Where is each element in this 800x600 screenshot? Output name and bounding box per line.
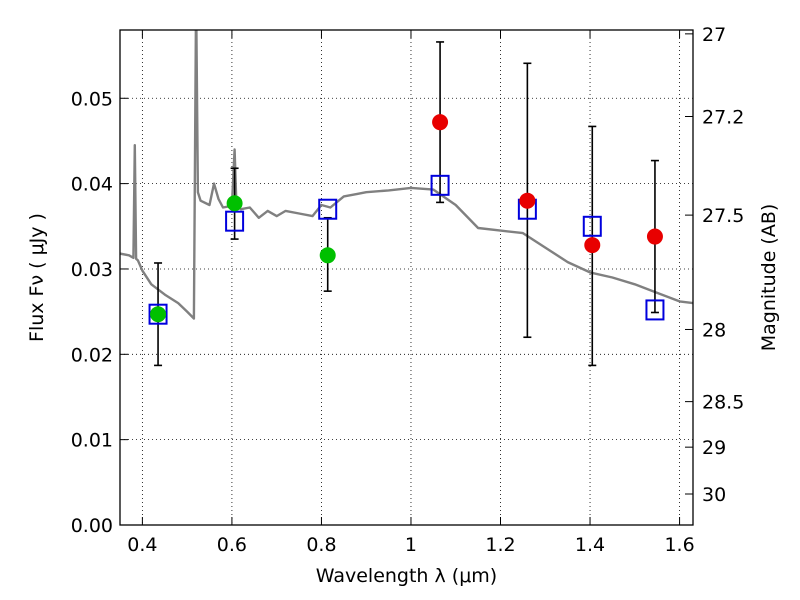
plot-frame	[119, 29, 694, 526]
x-tick-label: 1	[405, 534, 417, 556]
y-tick-label: 0.00	[71, 515, 113, 537]
circle-marker	[432, 114, 449, 131]
y-tick-label: 0.05	[71, 88, 113, 110]
x-axis-label: Wavelength λ (μm)	[316, 565, 497, 587]
square-marker	[645, 299, 665, 321]
x-tick-label: 0.6	[217, 534, 247, 556]
y-tick-label: 0.01	[71, 430, 113, 452]
x-tick-label: 0.8	[306, 534, 336, 556]
circle-marker	[646, 228, 663, 245]
mag-tick-label: 30	[702, 484, 726, 506]
y-tick-label: 0.03	[71, 259, 113, 281]
y2-axis-label: Magnitude (AB)	[758, 204, 780, 352]
data-points	[148, 114, 665, 325]
y-axis-label: Flux Fν ( μJy )	[26, 213, 48, 342]
x-tick-label: 0.4	[127, 534, 157, 556]
circle-marker	[584, 237, 601, 254]
square-marker	[318, 198, 338, 220]
square-marker	[582, 215, 602, 237]
circle-marker	[319, 247, 336, 264]
y-tick-label: 0.02	[71, 344, 113, 366]
mag-tick-label: 27.5	[702, 205, 744, 227]
spectrum-line	[120, 30, 693, 320]
square-marker	[430, 174, 450, 196]
axis-ticks: 0.4 0.6 0.8 1 1.2 1.4 1.6 0.00 0.01 0.02 0.03 0.04 0…	[71, 24, 745, 556]
mag-tick-label: 28.5	[702, 392, 744, 414]
square-marker	[225, 210, 245, 232]
mag-tick-label: 29	[702, 437, 726, 459]
y-tick-label: 0.04	[71, 174, 113, 196]
x-tick-label: 1.6	[664, 534, 694, 556]
model-spectrum	[120, 30, 693, 320]
mag-tick-label: 27.2	[702, 106, 744, 128]
grid-lines	[120, 30, 693, 526]
square-marker	[148, 303, 168, 325]
mag-tick-label: 28	[702, 319, 726, 341]
x-tick-label: 1.4	[575, 534, 605, 556]
x-tick-label: 1.2	[485, 534, 515, 556]
circle-marker	[519, 192, 536, 209]
mag-tick-label: 27	[702, 24, 726, 46]
circle-marker	[150, 306, 167, 323]
circle-marker	[226, 195, 243, 212]
